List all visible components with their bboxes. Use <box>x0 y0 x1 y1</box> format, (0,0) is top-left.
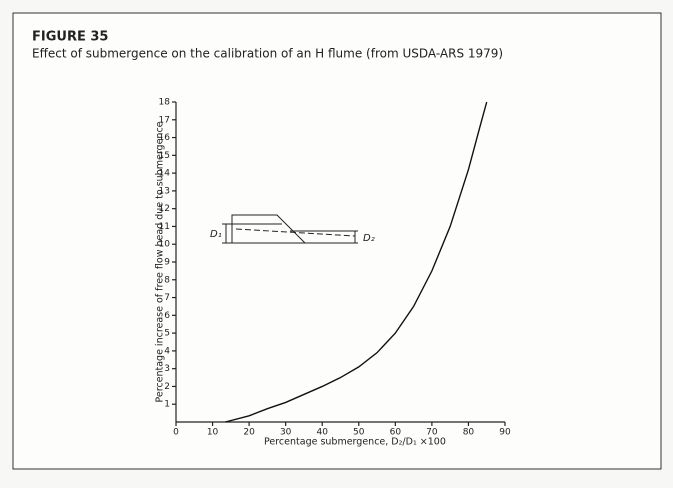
y-axis-label: Percentage increase of free flow head du… <box>155 121 166 402</box>
x-tick-label: 50 <box>353 428 365 438</box>
y-tick-label: 6 <box>164 311 170 321</box>
flume-outline <box>231 214 306 244</box>
y-tick-label: 13 <box>159 186 170 196</box>
frame <box>12 12 662 470</box>
y-tick-label: 4 <box>164 346 170 356</box>
chart-title: Effect of submergence on the calibration… <box>32 47 503 61</box>
x-axis-label: Percentage submergence, D₂/D₁ ×100 <box>264 437 446 448</box>
y-tick-label: 17 <box>159 115 170 125</box>
x-tick-label: 0 <box>173 428 179 438</box>
y-tick-label: 12 <box>159 204 170 214</box>
x-tick-label: 20 <box>243 428 255 438</box>
figure-label: FIGURE 35 <box>32 30 108 45</box>
y-tick-label: 2 <box>164 382 170 392</box>
y-tick-label: 8 <box>164 275 170 285</box>
y-tick-label: 10 <box>159 240 171 250</box>
x-tick-label: 40 <box>316 428 328 438</box>
y-tick-label: 14 <box>159 169 171 179</box>
y-tick-label: 7 <box>164 293 170 303</box>
x-tick-label: 90 <box>499 428 511 438</box>
y-tick-label: 11 <box>159 222 170 232</box>
flow-line <box>235 228 356 237</box>
x-tick-label: 60 <box>390 428 402 438</box>
y-tick-label: 1 <box>164 400 170 410</box>
inset-label: D₁ <box>210 229 222 240</box>
y-tick-label: 18 <box>159 98 171 108</box>
y-tick-label: 9 <box>164 258 170 268</box>
x-tick-label: 70 <box>426 428 438 438</box>
y-tick-label: 5 <box>164 329 170 339</box>
inset-label: D₂ <box>363 233 375 244</box>
y-tick-label: 15 <box>159 151 170 161</box>
y-tick-label: 16 <box>159 133 171 143</box>
y-tick-label: 3 <box>164 364 170 374</box>
x-tick-label: 10 <box>207 428 219 438</box>
x-tick-label: 80 <box>463 428 475 438</box>
data-line <box>225 101 488 423</box>
x-tick-label: 30 <box>280 428 292 438</box>
flume-inset <box>222 214 358 244</box>
